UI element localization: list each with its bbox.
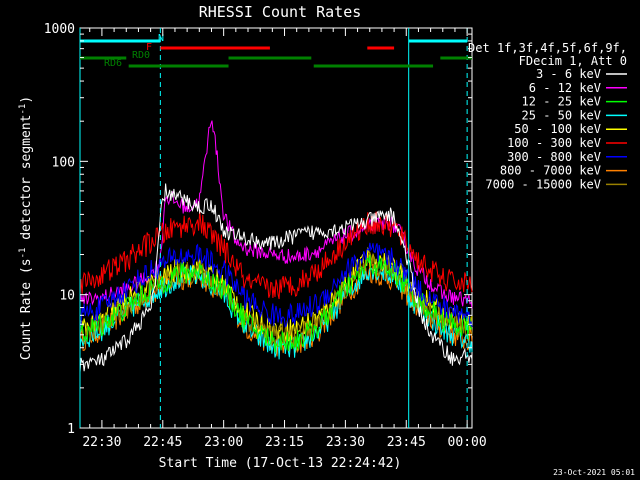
legend-header-1: Det 1f,3f,4f,5f,6f,9f, xyxy=(468,41,627,55)
legend-label-0: 3 - 6 keV xyxy=(536,67,601,81)
flag-bar-rd6-0 xyxy=(128,64,229,68)
flag-label-f: F xyxy=(146,42,152,53)
flag-bar-f-1 xyxy=(367,46,395,50)
flag-label-n: N xyxy=(158,33,164,44)
flag-label-rd0: RD0 xyxy=(132,50,150,61)
legend-label-4: 50 - 100 keV xyxy=(514,122,601,136)
plot-frame xyxy=(79,27,473,429)
series-line-1 xyxy=(79,120,473,309)
y-axis-label-sup1: -1 xyxy=(18,248,28,259)
y-tick-label-1000: 1000 xyxy=(44,22,75,37)
footer-date: 23-Oct-2021 05:01 xyxy=(553,468,635,477)
y-tick-label-1: 1 xyxy=(67,422,75,437)
x-tick-label-2315: 23:15 xyxy=(265,435,304,450)
y-tick-label-100: 100 xyxy=(52,155,75,170)
legend-label-6: 300 - 800 keV xyxy=(507,150,601,164)
legend-header-2: FDecim 1, Att 0 xyxy=(519,54,627,68)
flag-bar-rd6-1 xyxy=(313,64,434,68)
flag-bar-rd0-1 xyxy=(228,56,312,60)
flag-bar-n-1 xyxy=(408,39,468,43)
markers-layer xyxy=(79,28,468,428)
legend-label-8: 7000 - 15000 keV xyxy=(485,177,601,191)
y-tick-label-10: 10 xyxy=(59,289,75,304)
legend-label-3: 25 - 50 keV xyxy=(522,108,601,122)
flag-bar-rd0-0 xyxy=(80,56,127,60)
series-line-4 xyxy=(79,246,473,342)
flag-bar-f-0 xyxy=(160,46,270,50)
legend-label-2: 12 - 25 keV xyxy=(522,95,601,109)
legend-label-1: 6 - 12 keV xyxy=(529,81,601,95)
y-axis-label: Count Rate (s-1 detector segment-1) xyxy=(18,96,34,360)
x-tick-label-2330: 23:30 xyxy=(326,435,365,450)
x-tick-label-2230: 22:30 xyxy=(82,435,121,450)
y-axis-label-mid: detector segment xyxy=(19,115,34,248)
y-axis-label-end: ) xyxy=(19,96,34,104)
legend-label-7: 800 - 7000 keV xyxy=(500,164,601,178)
series-layer xyxy=(79,120,473,373)
flag-bar-rd0-2 xyxy=(440,56,472,60)
series-line-0 xyxy=(79,183,473,373)
legend-label-5: 100 - 300 keV xyxy=(507,136,601,150)
chart-title: RHESSI Count Rates xyxy=(199,3,362,21)
x-axis-label: Start Time (17-Oct-13 22:24:42) xyxy=(159,456,402,471)
x-tick-label-2245: 22:45 xyxy=(143,435,182,450)
x-tick-label-2345: 23:45 xyxy=(387,435,426,450)
flag-bar-n-0 xyxy=(80,39,161,43)
y-axis-label-sup2: -1 xyxy=(18,104,28,115)
series-line-6 xyxy=(79,242,473,328)
y-axis-ticks: 1 10 100 1000 xyxy=(44,22,472,437)
x-tick-label-2300: 23:00 xyxy=(204,435,243,450)
x-axis-ticks: 22:30 22:45 23:00 23:15 23:30 23:45 00:00 xyxy=(82,28,487,450)
y-axis-label-main: Count Rate (s xyxy=(19,258,34,360)
series-line-2 xyxy=(79,254,473,353)
flag-label-rd6: RD6 xyxy=(104,58,122,69)
series-line-5 xyxy=(79,210,473,300)
x-tick-label-0000: 00:00 xyxy=(448,435,487,450)
legend: Det 1f,3f,4f,5f,6f,9f, FDecim 1, Att 0 3… xyxy=(468,41,627,191)
